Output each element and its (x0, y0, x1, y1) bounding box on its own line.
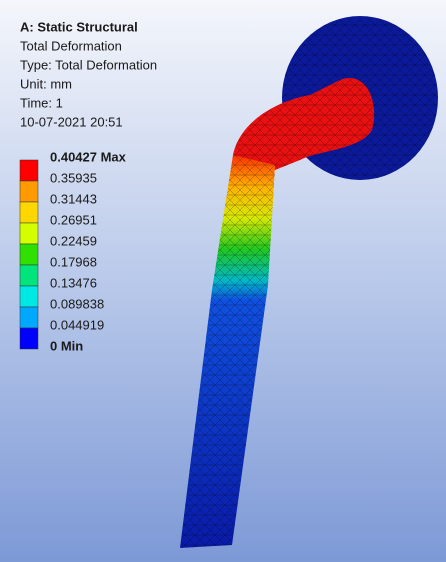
legend-label: 0.40427 Max (50, 149, 127, 164)
legend-swatch (19, 222, 39, 245)
title: A: Static Structural (20, 19, 138, 34)
header-line: 10-07-2021 20:51 (20, 114, 123, 129)
legend-label: 0.17968 (50, 254, 97, 269)
legend-label: 0.35935 (50, 170, 97, 185)
legend-label: 0.089838 (50, 296, 104, 311)
legend-label: 0.044919 (50, 317, 104, 332)
header-line: Total Deformation (20, 38, 122, 53)
legend-label: 0.26951 (50, 212, 97, 227)
header-line: Type: Total Deformation (20, 57, 157, 72)
header-line: Time: 1 (20, 95, 63, 110)
header-line: Unit: mm (20, 76, 72, 91)
mesh (180, 78, 375, 548)
legend-swatch (19, 264, 39, 287)
legend-swatch (19, 306, 39, 329)
legend-swatch (19, 201, 39, 224)
legend-swatch (19, 180, 39, 203)
legend-swatch (19, 159, 39, 182)
model (180, 16, 438, 548)
legend-swatch (19, 327, 39, 350)
legend-label: 0.31443 (50, 191, 97, 206)
legend-swatch (19, 243, 39, 266)
legend-label: 0.13476 (50, 275, 97, 290)
legend-swatch (19, 285, 39, 308)
legend-label: 0 Min (50, 338, 83, 353)
legend-label: 0.22459 (50, 233, 97, 248)
